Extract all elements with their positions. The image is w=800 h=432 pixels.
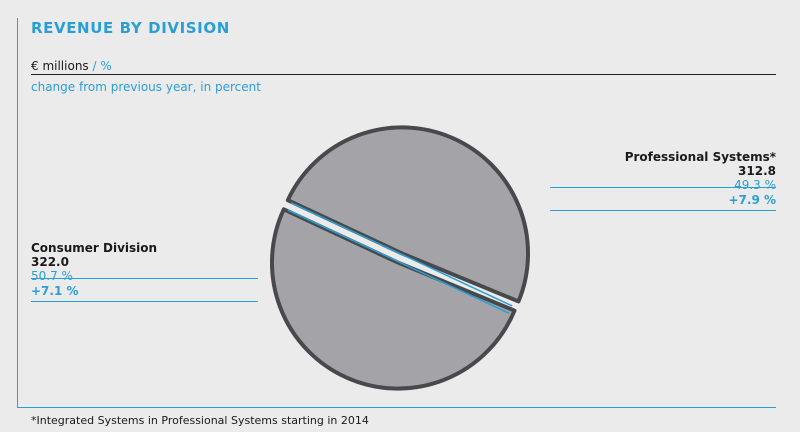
consumer-name: Consumer Division	[31, 241, 158, 255]
consumer-value: 322.0	[31, 255, 69, 269]
professional-rule-top	[550, 187, 776, 188]
professional-name: Professional Systems*	[624, 150, 776, 164]
consumer-share: 50.7 %	[31, 269, 73, 283]
pie-slice-professional-systems	[285, 125, 530, 304]
units-rule	[31, 74, 776, 75]
consumer-rule-top	[31, 278, 258, 279]
slice-cut-edge-2	[290, 202, 513, 307]
label-professional-systems: Professional Systems* 312.8 49.3 % +7.9 …	[550, 150, 776, 211]
frame-bottom-rule	[17, 407, 776, 408]
chart-title: REVENUE BY DIVISION	[31, 19, 230, 37]
professional-change: +7.9 %	[728, 193, 776, 207]
units-line: € millions / %	[31, 59, 112, 73]
units-secondary: / %	[92, 59, 112, 73]
footnote: *Integrated Systems in Professional Syst…	[31, 414, 369, 427]
units-main: € millions	[31, 59, 89, 73]
consumer-change: +7.1 %	[31, 284, 79, 298]
professional-rule-bottom	[550, 210, 776, 211]
professional-share: 49.3 %	[734, 178, 776, 192]
chart-subtitle: change from previous year, in percent	[31, 80, 261, 94]
consumer-rule-bottom	[31, 301, 258, 302]
pie-slice-consumer-division	[269, 207, 517, 391]
frame-left-rule	[17, 18, 18, 408]
label-consumer-division: Consumer Division 322.0 50.7 % +7.1 %	[31, 241, 258, 302]
professional-value: 312.8	[738, 164, 776, 178]
slice-cut-edge-1	[287, 209, 510, 314]
